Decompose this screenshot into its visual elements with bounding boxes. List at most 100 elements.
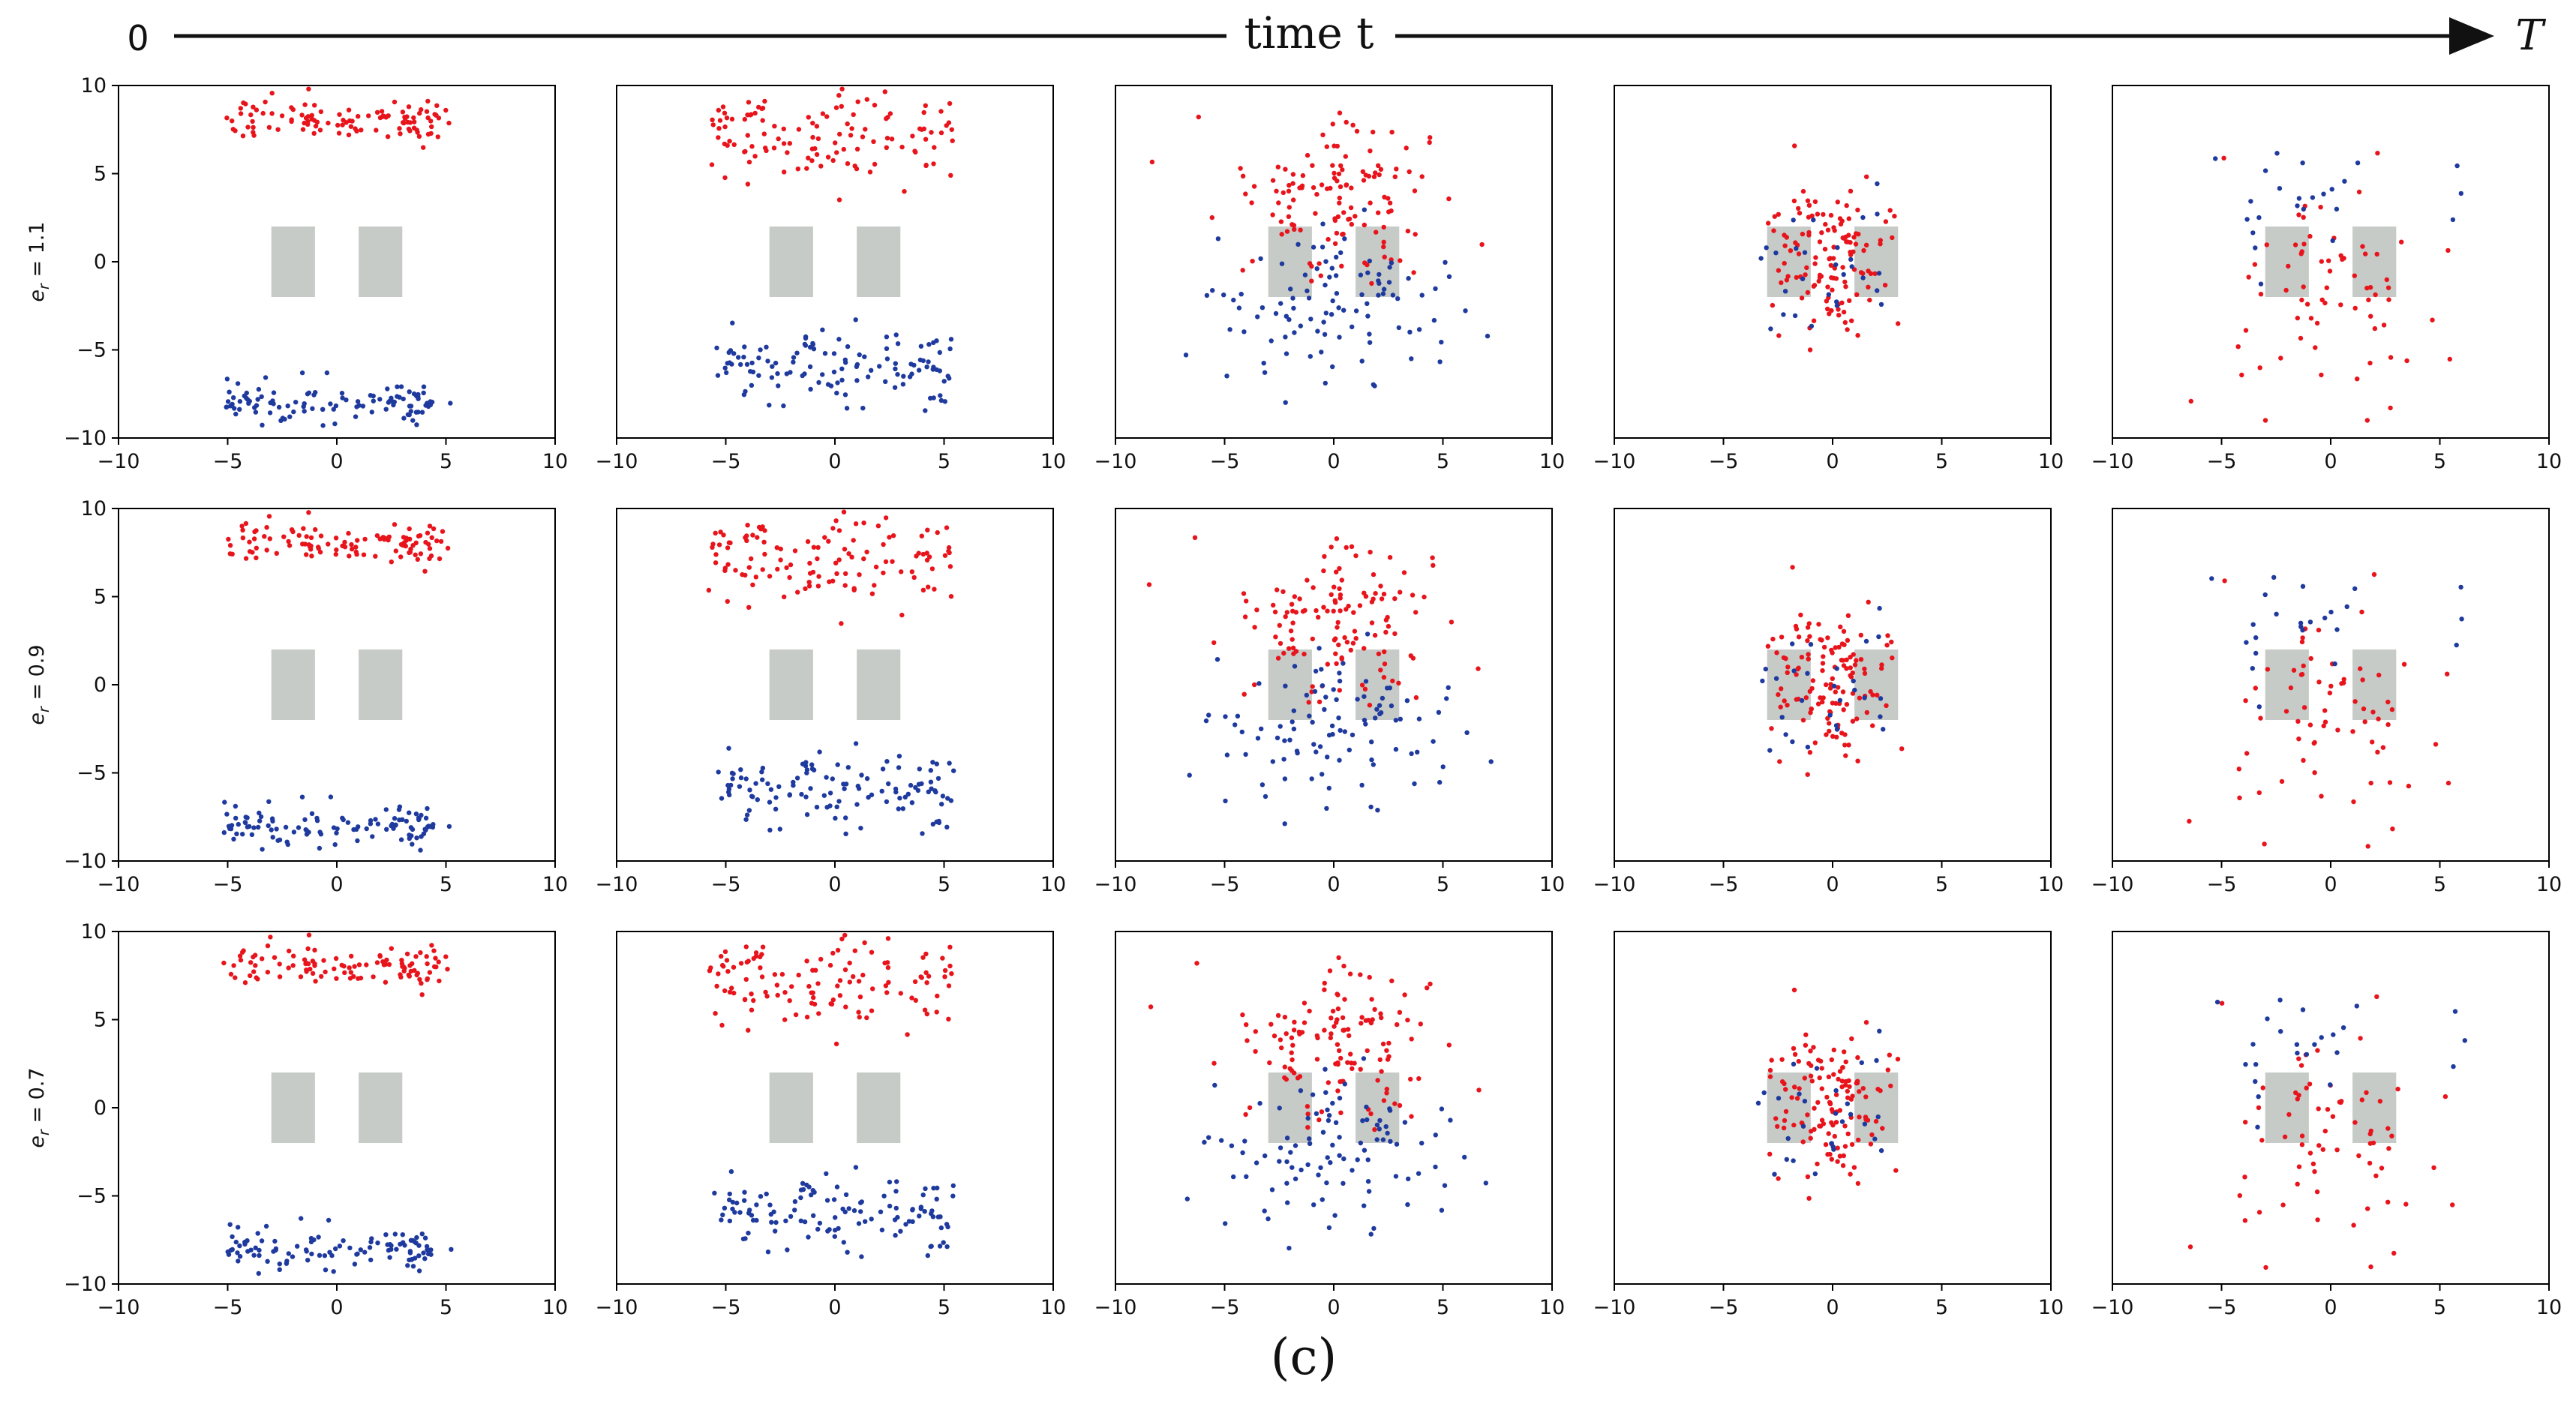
red-point <box>358 975 364 981</box>
blue-point <box>410 842 415 847</box>
row-label-subscript: r <box>36 283 53 290</box>
blue-point <box>1337 758 1342 763</box>
blue-point <box>1291 726 1297 732</box>
red-point <box>2315 1217 2320 1222</box>
blue-point <box>1290 296 1296 301</box>
red-point <box>784 565 789 571</box>
obstacle-1 <box>2265 650 2309 720</box>
blue-point <box>1377 1118 1383 1124</box>
blue-point <box>370 834 375 839</box>
red-point <box>1841 1153 1846 1159</box>
red-point <box>2257 365 2262 370</box>
red-point <box>2263 1264 2268 1270</box>
red-point <box>411 125 417 130</box>
red-point <box>1238 166 1243 171</box>
red-point <box>1796 251 1802 256</box>
red-point <box>269 91 275 96</box>
blue-point <box>302 409 307 414</box>
red-point <box>2308 316 2314 321</box>
blue-point <box>260 422 265 428</box>
red-point <box>429 943 434 948</box>
blue-point <box>738 775 744 781</box>
red-point <box>1390 678 1395 684</box>
blue-point <box>394 1246 399 1252</box>
red-point <box>1278 219 1284 224</box>
red-point <box>1326 1080 1332 1085</box>
red-point <box>1359 1021 1364 1026</box>
red-point <box>1416 1076 1422 1082</box>
red-point <box>2325 1107 2331 1112</box>
blue-point <box>804 812 810 818</box>
red-point <box>898 991 904 996</box>
red-point <box>1332 1024 1337 1029</box>
blue-point <box>1862 695 1867 700</box>
red-point <box>404 951 410 957</box>
blue-point <box>1841 272 1846 278</box>
red-point <box>1783 1087 1788 1092</box>
blue-point <box>2213 156 2218 161</box>
blue-point <box>831 369 837 375</box>
red-point <box>778 546 784 552</box>
row-label-symbol: e <box>26 290 49 302</box>
blue-point <box>1380 695 1386 701</box>
blue-point <box>802 1219 808 1225</box>
blue-point <box>2250 622 2256 627</box>
red-point <box>1842 279 1848 285</box>
red-point <box>1823 221 1828 227</box>
blue-point <box>2262 168 2268 173</box>
blue-point <box>1311 742 1317 747</box>
red-point <box>1827 728 1832 734</box>
blue-point <box>839 366 845 371</box>
obstacle-1 <box>1268 650 1312 720</box>
red-point <box>1843 753 1848 758</box>
blue-point <box>950 1193 956 1198</box>
blue-point <box>2265 1016 2270 1022</box>
red-point <box>709 162 715 167</box>
red-point <box>1314 191 1320 197</box>
blue-point <box>1330 731 1335 737</box>
red-point <box>849 126 854 131</box>
blue-point <box>2458 190 2463 196</box>
red-point <box>1845 1131 1851 1137</box>
red-point <box>2265 667 2271 672</box>
blue-point <box>941 1240 946 1245</box>
blue-point <box>1308 316 1314 322</box>
blue-point <box>727 1218 733 1224</box>
blue-point <box>2258 281 2264 286</box>
red-point <box>374 110 380 115</box>
red-point <box>1348 205 1354 211</box>
red-point <box>321 958 326 963</box>
blue-point <box>928 767 934 773</box>
red-point <box>811 544 817 550</box>
x-tick-label: −10 <box>596 873 638 896</box>
blue-point <box>269 827 274 832</box>
blue-point <box>1860 214 1866 220</box>
red-point <box>1846 1078 1851 1084</box>
red-point <box>1779 634 1785 640</box>
red-point <box>2187 1244 2193 1250</box>
red-point <box>347 965 352 970</box>
blue-point <box>892 385 898 390</box>
blue-point <box>938 393 943 398</box>
red-point <box>749 144 755 149</box>
red-point <box>929 566 935 572</box>
y-tick-label: 0 <box>94 1096 107 1120</box>
blue-point <box>392 816 398 821</box>
blue-point <box>237 399 243 404</box>
red-point <box>1842 742 1848 748</box>
red-point <box>347 976 353 981</box>
red-point <box>833 518 839 524</box>
red-point <box>1253 1048 1258 1054</box>
blue-point <box>427 1247 433 1252</box>
red-point <box>2445 248 2451 254</box>
red-point <box>1334 230 1340 236</box>
red-point <box>721 964 726 969</box>
time-end-label: T <box>2515 11 2546 60</box>
red-point <box>2300 635 2305 640</box>
red-point <box>905 1032 910 1037</box>
x-tick-label: −5 <box>711 1296 741 1319</box>
red-point <box>863 127 868 132</box>
blue-point <box>925 1252 931 1258</box>
red-point <box>1368 148 1373 154</box>
red-point <box>352 964 357 969</box>
